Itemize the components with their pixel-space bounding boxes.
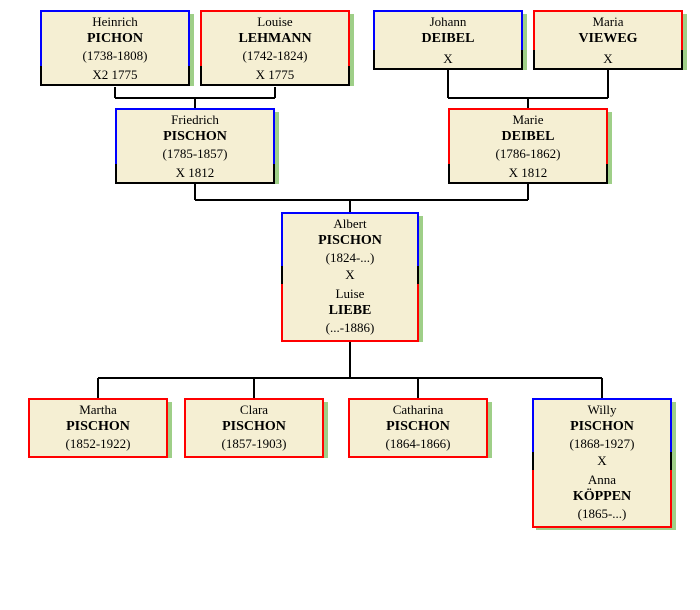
person-maria: Maria VIEWEG	[533, 10, 683, 54]
person-marie: Marie DEIBEL (1786-1862)	[448, 108, 608, 168]
dates: (1786-1862)	[450, 146, 606, 162]
person-anna: Anna KÖPPEN (1865-...)	[532, 470, 672, 528]
person-clara: Clara PISCHON (1857-1903)	[184, 398, 324, 458]
marriage-johann: X	[373, 50, 523, 70]
surname: PISCHON	[350, 418, 486, 436]
given-name: Maria	[535, 14, 681, 30]
person-martha: Martha PISCHON (1852-1922)	[28, 398, 168, 458]
dates: (1857-1903)	[186, 436, 322, 452]
person-catharina: Catharina PISCHON (1864-1866)	[348, 398, 488, 458]
given-name: Heinrich	[42, 14, 188, 30]
marriage-albert: X	[281, 266, 419, 286]
surname: PICHON	[42, 30, 188, 48]
given-name: Albert	[283, 216, 417, 232]
dates: (...-1886)	[283, 320, 417, 336]
surname: DEIBEL	[375, 30, 521, 48]
marriage-friedrich: X 1812	[115, 164, 275, 184]
dates: (1824-...)	[283, 250, 417, 266]
surname: DEIBEL	[450, 128, 606, 146]
dates: (1785-1857)	[117, 146, 273, 162]
given-name: Catharina	[350, 402, 486, 418]
given-name: Friedrich	[117, 112, 273, 128]
marriage-willy: X	[532, 452, 672, 472]
given-name: Louise	[202, 14, 348, 30]
dates: (1852-1922)	[30, 436, 166, 452]
given-name: Anna	[534, 472, 670, 488]
dates: (1742-1824)	[202, 48, 348, 64]
surname: VIEWEG	[535, 30, 681, 48]
given-name: Johann	[375, 14, 521, 30]
surname: PISCHON	[186, 418, 322, 436]
given-name: Martha	[30, 402, 166, 418]
person-louise: Louise LEHMANN (1742-1824)	[200, 10, 350, 70]
surname: PISCHON	[30, 418, 166, 436]
marriage-marie: X 1812	[448, 164, 608, 184]
person-friedrich: Friedrich PISCHON (1785-1857)	[115, 108, 275, 168]
person-johann: Johann DEIBEL	[373, 10, 523, 54]
surname: PISCHON	[283, 232, 417, 250]
surname: KÖPPEN	[534, 488, 670, 506]
person-albert: Albert PISCHON (1824-...)	[281, 212, 419, 272]
surname: PISCHON	[534, 418, 670, 436]
given-name: Luise	[283, 286, 417, 302]
marriage-louise: X 1775	[200, 66, 350, 86]
marriage-heinrich: X2 1775	[40, 66, 190, 86]
dates: (1865-...)	[534, 506, 670, 522]
surname: PISCHON	[117, 128, 273, 146]
given-name: Marie	[450, 112, 606, 128]
person-heinrich: Heinrich PICHON (1738-1808)	[40, 10, 190, 70]
dates: (1868-1927)	[534, 436, 670, 452]
dates: (1738-1808)	[42, 48, 188, 64]
marriage-maria: X	[533, 50, 683, 70]
person-willy: Willy PISCHON (1868-1927)	[532, 398, 672, 458]
surname: LIEBE	[283, 302, 417, 320]
surname: LEHMANN	[202, 30, 348, 48]
given-name: Clara	[186, 402, 322, 418]
dates: (1864-1866)	[350, 436, 486, 452]
person-luise: Luise LIEBE (...-1886)	[281, 284, 419, 342]
given-name: Willy	[534, 402, 670, 418]
